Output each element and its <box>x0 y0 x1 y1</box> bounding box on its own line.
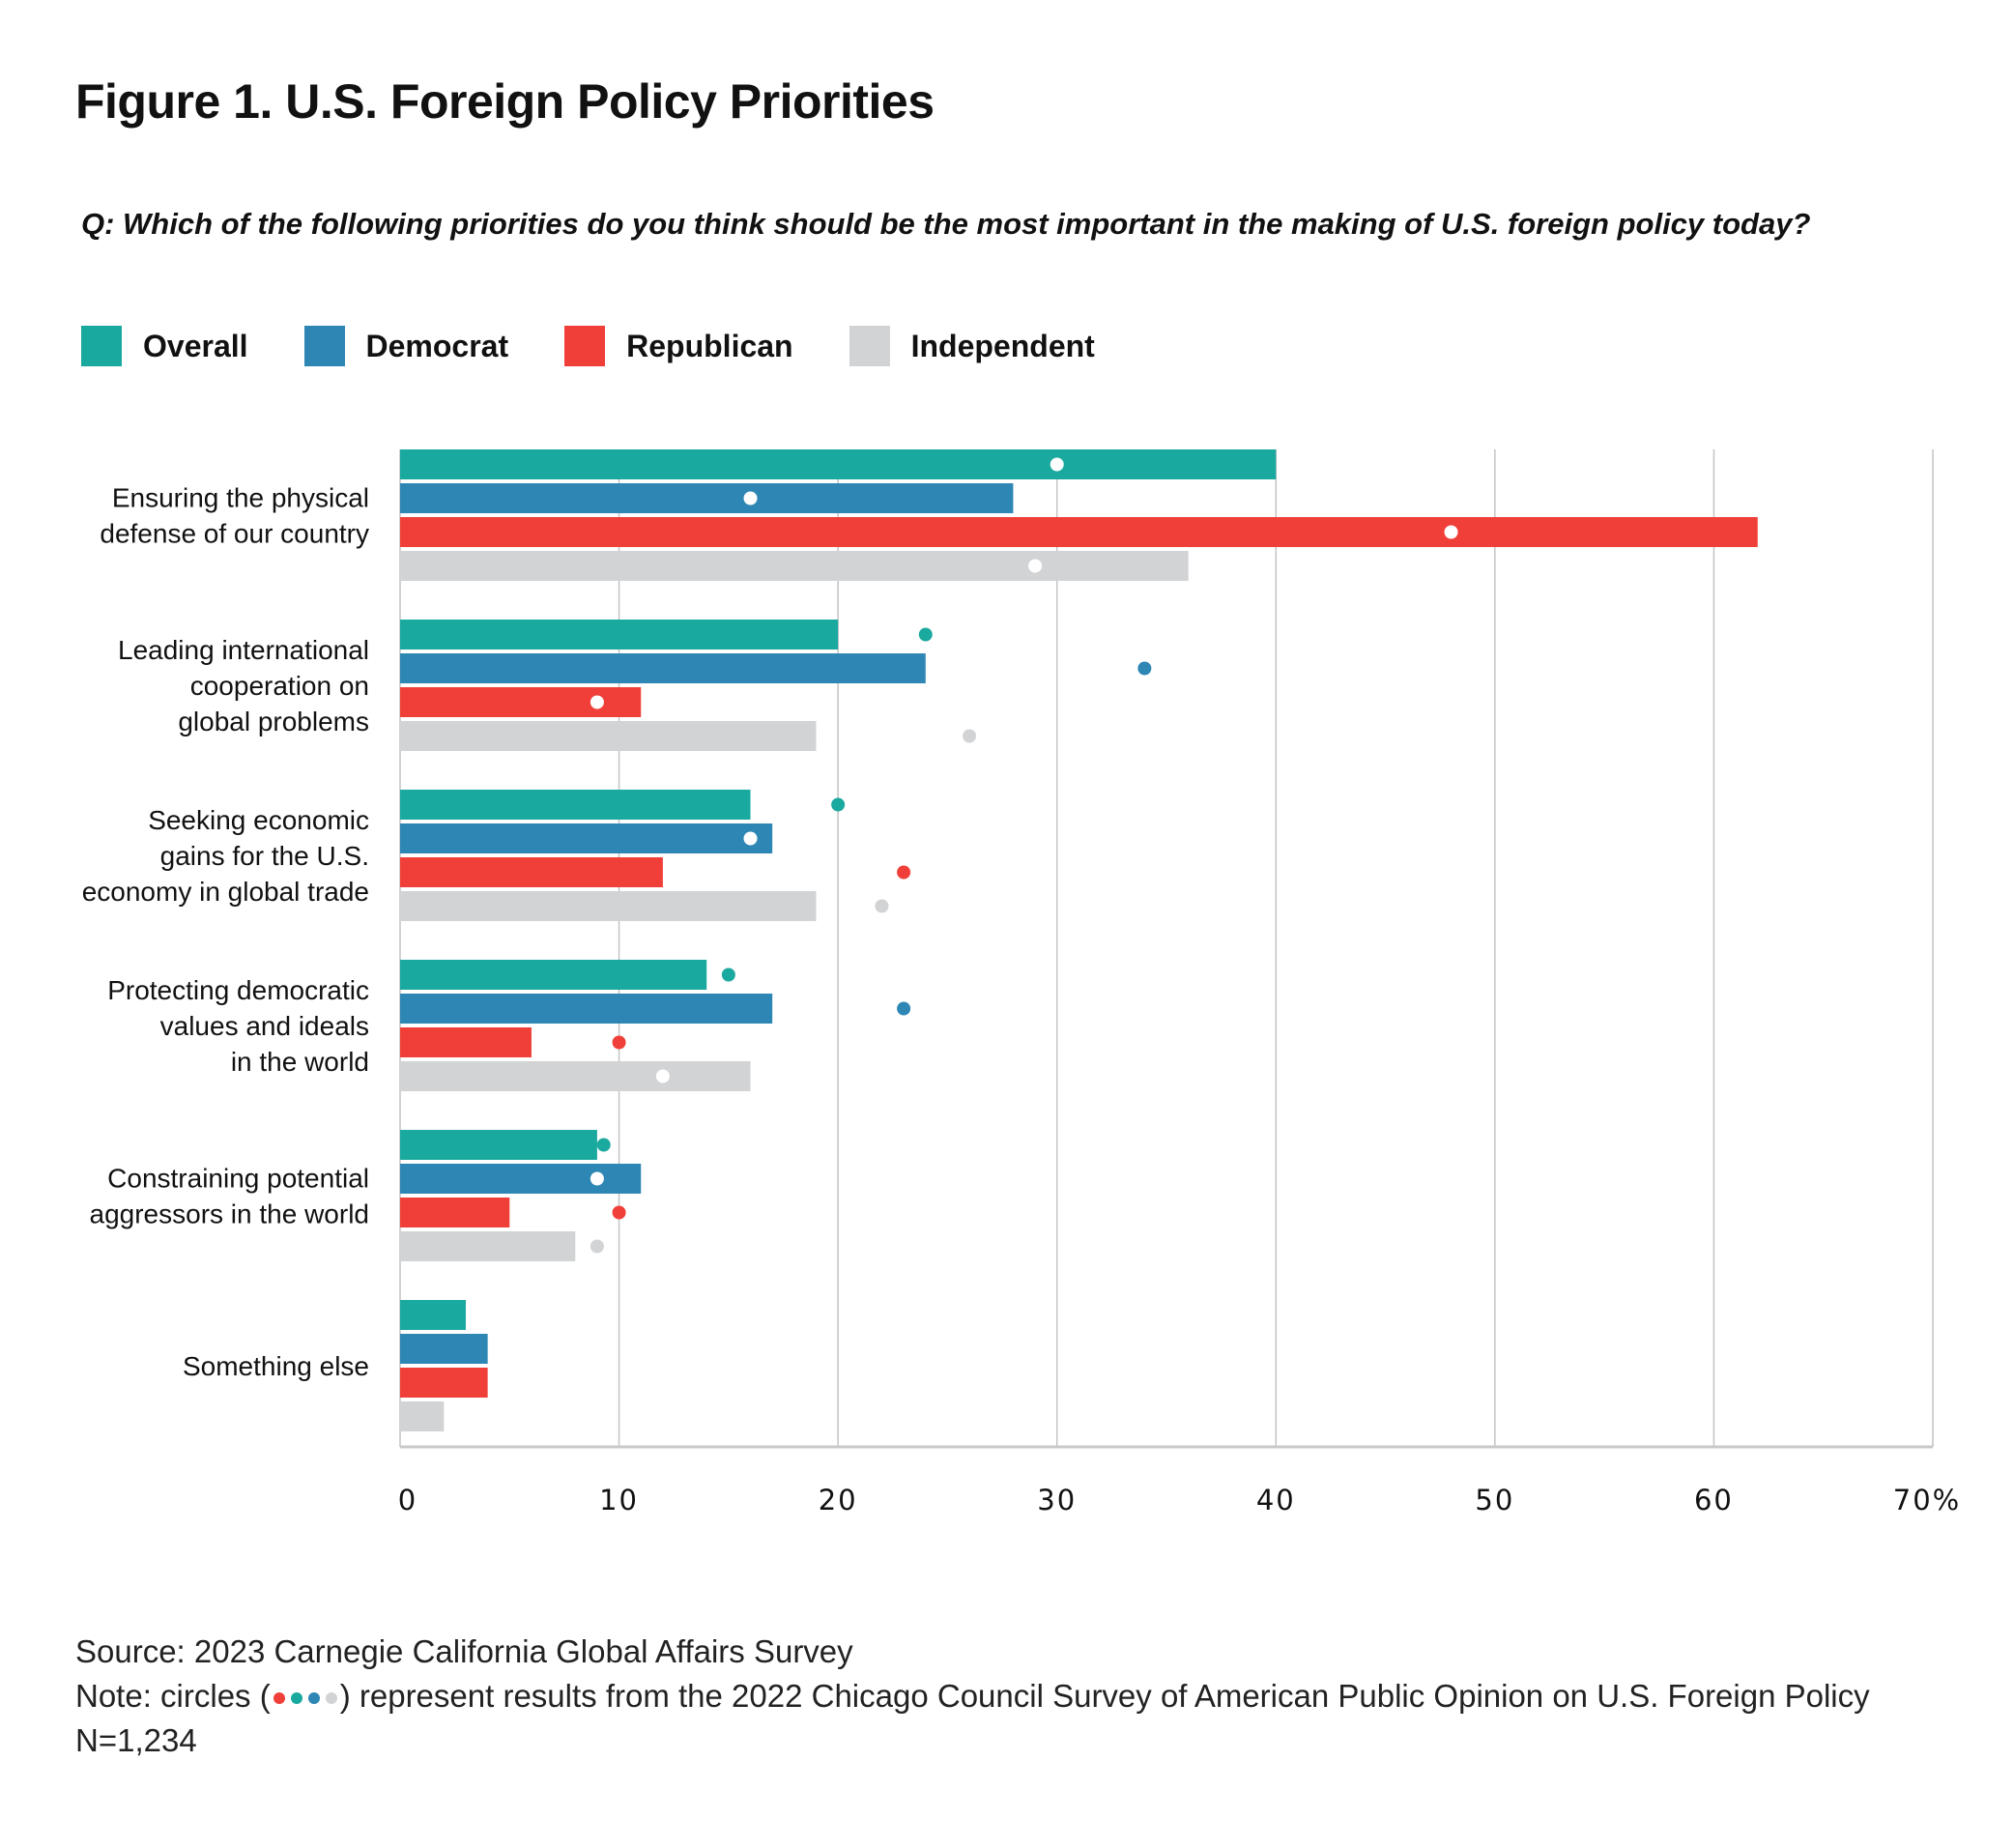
chart-question: Q: Which of the following priorities do … <box>81 207 1811 241</box>
bar-democrat <box>400 653 926 683</box>
note-circle-icon <box>307 1692 320 1705</box>
bar-democrat <box>400 994 773 1024</box>
category-label: aggressors in the world <box>90 1199 369 1229</box>
x-tick-label: 50 <box>1475 1484 1514 1516</box>
x-tick-label: 40 <box>1256 1484 1296 1516</box>
circle-2022-overall <box>1050 457 1064 472</box>
category-label: in the world <box>231 1047 369 1077</box>
circle-2022-republican <box>590 695 604 709</box>
bar-democrat <box>400 1164 642 1194</box>
category-label: global problems <box>178 707 369 736</box>
legend-item-overall: Overall <box>81 326 248 366</box>
circle-2022-overall <box>831 797 846 812</box>
circle-2022-republican <box>1444 525 1458 539</box>
circle-2022-democrat <box>590 1171 604 1186</box>
circle-2022-democrat <box>743 491 758 505</box>
circle-2022-overall <box>918 627 933 642</box>
chart-title: Figure 1. U.S. Foreign Policy Priorities <box>75 74 935 129</box>
category-label: Ensuring the physical <box>112 483 369 513</box>
bar-independent <box>400 1231 576 1261</box>
category-label: gains for the U.S. <box>160 841 369 871</box>
x-tick-label: 30 <box>1037 1484 1077 1516</box>
note-prefix: Note: circles ( <box>75 1678 271 1714</box>
circle-2022-independent <box>1028 559 1043 573</box>
bar-overall <box>400 449 1277 479</box>
bar-republican <box>400 687 642 717</box>
legend-label: Republican <box>626 328 793 363</box>
legend: Overall Democrat Republican Independent <box>81 326 1151 366</box>
bar-overall <box>400 620 839 650</box>
sample-size: N=1,234 <box>75 1722 197 1758</box>
bar-independent <box>400 721 817 751</box>
note-circle-icon <box>290 1692 302 1705</box>
category-label: Protecting democratic <box>107 975 369 1005</box>
bar-independent <box>400 1401 445 1431</box>
circle-2022-republican <box>612 1035 626 1050</box>
circle-2022-independent <box>590 1239 604 1254</box>
legend-item-republican: Republican <box>564 326 793 366</box>
legend-swatch <box>849 326 890 366</box>
bar-democrat <box>400 1334 488 1364</box>
category-label: values and ideals <box>160 1011 369 1041</box>
x-tick-label: 20 <box>819 1484 858 1516</box>
category-label: Leading international <box>118 635 369 665</box>
circle-2022-democrat <box>743 831 758 846</box>
bar-overall <box>400 1130 597 1160</box>
legend-swatch <box>81 326 122 366</box>
bar-republican <box>400 1027 532 1057</box>
note-circle-icon <box>325 1692 337 1705</box>
circle-2022-overall <box>596 1138 611 1152</box>
bar-independent <box>400 551 1189 581</box>
bar-democrat <box>400 823 773 853</box>
source-text: Source: 2023 Carnegie California Global … <box>75 1633 853 1669</box>
x-tick-label: 0 <box>398 1484 417 1516</box>
circle-2022-overall <box>721 967 735 982</box>
circle-2022-democrat <box>1137 661 1152 676</box>
category-label: defense of our country <box>100 519 369 549</box>
category-label: economy in global trade <box>82 877 369 907</box>
circle-2022-democrat <box>897 1001 911 1016</box>
x-tick-label: 70% <box>1893 1484 1961 1516</box>
bar-overall <box>400 1300 466 1330</box>
bar-republican <box>400 857 663 887</box>
category-label: Something else <box>183 1351 369 1381</box>
category-label: Seeking economic <box>148 805 369 835</box>
circle-2022-independent <box>875 899 889 913</box>
legend-swatch <box>303 326 345 366</box>
bar-overall <box>400 960 707 990</box>
bar-republican <box>400 517 1758 547</box>
legend-label: Democrat <box>365 328 509 363</box>
category-label: cooperation on <box>190 671 369 701</box>
circle-2022-independent <box>655 1069 670 1083</box>
legend-swatch <box>564 326 606 366</box>
circle-2022-independent <box>963 729 977 743</box>
x-tick-label: 60 <box>1694 1484 1734 1516</box>
legend-label: Independent <box>910 328 1095 363</box>
category-label: Constraining potential <box>107 1164 369 1194</box>
legend-label: Overall <box>143 328 248 363</box>
bar-overall <box>400 790 751 820</box>
legend-item-independent: Independent <box>849 326 1095 366</box>
bar-independent <box>400 1061 751 1091</box>
note-text: Note: circles ( ) represent results from … <box>75 1678 1870 1715</box>
x-tick-label: 10 <box>599 1484 639 1516</box>
bar-republican <box>400 1198 510 1227</box>
bar-democrat <box>400 483 1014 513</box>
bar-republican <box>400 1368 488 1398</box>
legend-item-democrat: Democrat <box>303 326 509 366</box>
circle-2022-republican <box>612 1205 626 1220</box>
circle-2022-republican <box>897 865 911 880</box>
bar-independent <box>400 891 817 921</box>
note-circle-icon <box>273 1692 285 1705</box>
note-suffix: ) represent results from the 2022 Chicag… <box>339 1678 1870 1714</box>
